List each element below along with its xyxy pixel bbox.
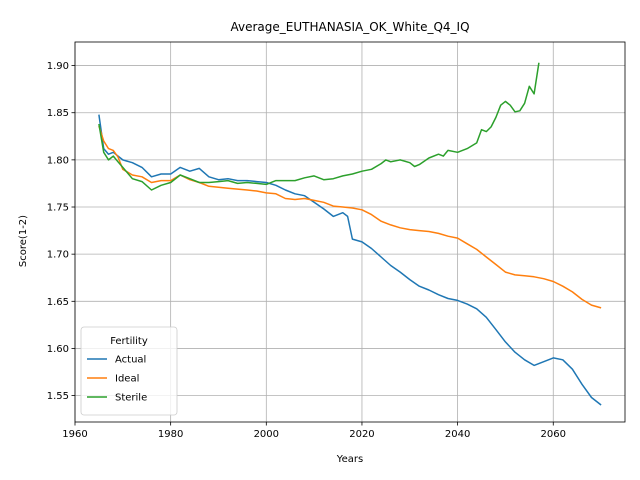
x-axis-label: Years — [336, 454, 363, 465]
y-tick-label: 1.70 — [47, 250, 69, 261]
x-tick-label: 2000 — [254, 429, 279, 440]
y-tick-label: 1.90 — [47, 61, 69, 72]
legend-label-sterile: Sterile — [115, 393, 147, 404]
x-tick-label: 2040 — [445, 429, 470, 440]
y-tick-label: 1.65 — [47, 297, 69, 308]
series-line-sterile — [98, 62, 540, 191]
x-tick-label: 2020 — [349, 429, 374, 440]
chart-title: Average_EUTHANASIA_OK_White_Q4_IQ — [230, 20, 469, 34]
x-tick-label: 1980 — [158, 429, 183, 440]
plot-frame — [74, 41, 626, 423]
series-lines — [98, 62, 602, 406]
series-line-ideal — [98, 125, 602, 309]
y-tick-label: 1.55 — [47, 391, 69, 402]
legend-title: Fertility — [110, 336, 148, 347]
x-tick-label: 1960 — [62, 429, 87, 440]
legend: Fertility Actual Ideal Sterile — [80, 326, 178, 416]
series-line-actual — [98, 114, 602, 406]
y-tick-label: 1.85 — [47, 108, 69, 119]
y-axis-label: Score(1-2) — [18, 215, 29, 267]
legend-label-actual: Actual — [115, 355, 146, 366]
legend-label-ideal: Ideal — [115, 374, 139, 385]
y-tick-label: 1.80 — [47, 155, 69, 166]
legend-box — [80, 326, 178, 416]
y-tick-label: 1.75 — [47, 203, 69, 214]
axis-ticks: 1960 1980 2000 2020 2040 2060 1.55 1.60 1.65 1.70… — [47, 61, 566, 440]
x-tick-label: 2060 — [541, 429, 566, 440]
y-tick-label: 1.60 — [47, 344, 69, 355]
